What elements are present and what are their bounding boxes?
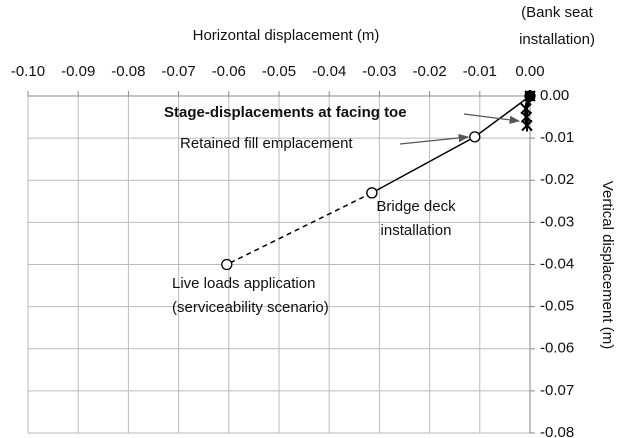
y-tick-label: 0.00: [540, 87, 569, 104]
annotation-arrow: [399, 133, 470, 145]
y-tick-label: -0.01: [540, 129, 574, 146]
y-tick-label: -0.05: [540, 298, 574, 315]
marker: [366, 187, 378, 199]
x-tick-label: -0.08: [111, 63, 145, 80]
x-tick-label: -0.01: [463, 63, 497, 80]
annotation: Live loads application: [172, 275, 315, 292]
annotation: Retained fill emplacement: [180, 135, 353, 152]
x-axis-label: Horizontal displacement (m): [193, 27, 380, 44]
y-tick-label: -0.06: [540, 340, 574, 357]
marker: [525, 91, 535, 101]
y-tick-label: -0.03: [540, 213, 574, 230]
annotation-arrow: [463, 113, 521, 124]
y-tick-label: -0.04: [540, 255, 574, 272]
annotation: (Bank seat: [521, 4, 594, 21]
marker: [469, 131, 481, 143]
annotation: installation: [381, 222, 452, 239]
annotation: Bridge deck: [376, 198, 456, 215]
annotation: installation): [519, 31, 595, 48]
annotation: (serviceability scenario): [172, 299, 329, 316]
y-tick-label: -0.07: [540, 382, 574, 399]
x-tick-label: -0.04: [312, 63, 346, 80]
y-axis-label: Vertical displacement (m): [599, 181, 616, 349]
y-tick-label: -0.02: [540, 171, 574, 188]
x-tick-label: -0.05: [262, 63, 296, 80]
x-tick-label: -0.03: [362, 63, 396, 80]
x-tick-label: -0.09: [61, 63, 95, 80]
x-tick-label: -0.06: [212, 63, 246, 80]
x-tick-label: -0.07: [161, 63, 195, 80]
x-tick-label: 0.00: [515, 63, 544, 80]
series-line: [226, 192, 373, 266]
annotation: Stage-displacements at facing toe: [164, 104, 407, 121]
x-tick-label: -0.02: [412, 63, 446, 80]
marker: [521, 119, 533, 132]
x-tick-label: -0.10: [11, 63, 45, 80]
marker: [221, 258, 233, 271]
y-tick-label: -0.08: [540, 424, 574, 438]
